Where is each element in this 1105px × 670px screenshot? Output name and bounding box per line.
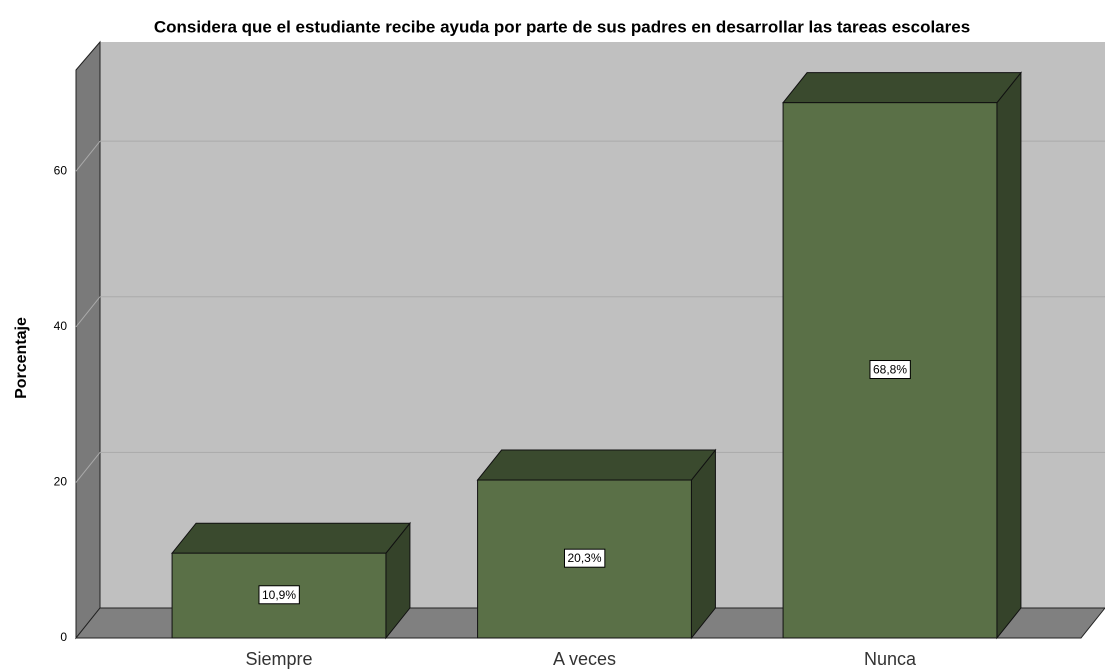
bar-side [690,448,716,640]
y-tick-label: 0 [60,630,67,644]
left-wall [75,40,101,640]
grid-line-wall [75,452,101,483]
value-label: 20,3% [567,551,601,565]
value-label: 68,8% [873,363,907,377]
bar-side [996,71,1022,640]
y-axis-label: Porcentaje [13,317,30,399]
bar-top [782,72,1022,104]
value-label: 10,9% [262,588,296,602]
x-tick-label: A veces [553,649,616,669]
chart-title: Considera que el estudiante recibe ayuda… [154,17,970,36]
value-label-box [563,548,606,568]
grid-line-wall [75,296,101,328]
value-label-box [258,585,300,605]
y-tick-label: 20 [54,475,68,489]
value-label-box [869,360,911,380]
bar-top [171,522,411,554]
y-tick-label: 40 [54,319,68,333]
x-tick-label: Nunca [864,649,917,669]
x-tick-label: Siempre [245,649,312,669]
bar-top [476,449,717,481]
y-tick-label: 60 [54,163,68,177]
grid-line-wall [75,140,101,172]
